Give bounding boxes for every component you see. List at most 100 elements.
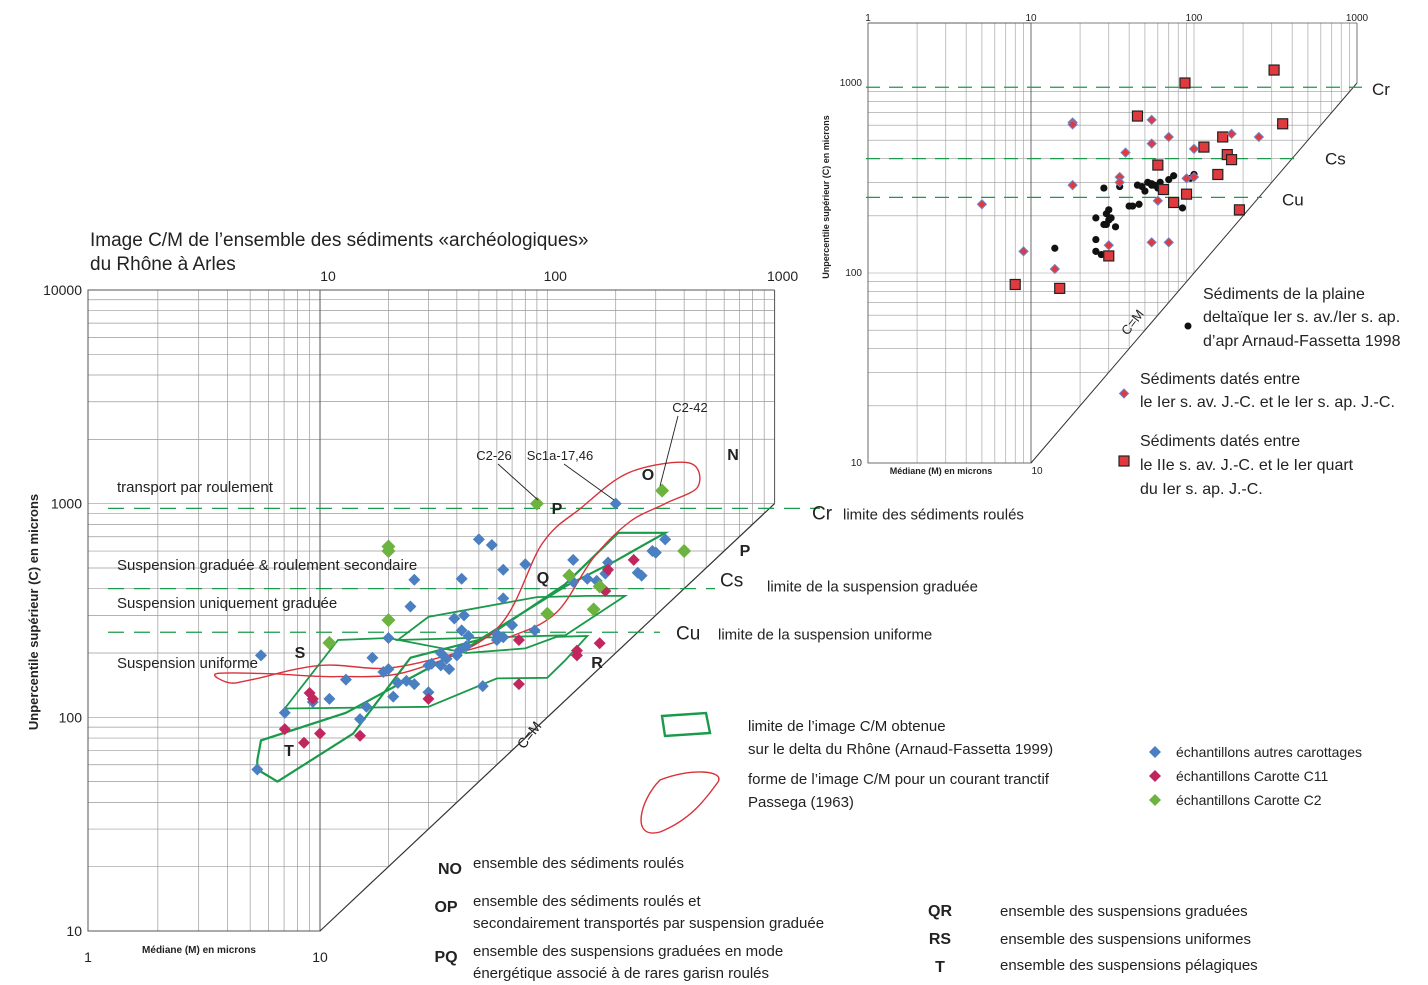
- inset-point-square: [1179, 77, 1191, 89]
- inset-series: [976, 64, 1289, 294]
- inset-point-diamond: [1146, 114, 1157, 126]
- data-point: [381, 539, 396, 554]
- limit-code-Cu: Cu: [676, 623, 700, 644]
- data-point: [455, 624, 468, 637]
- inset-point-black: [1107, 214, 1115, 222]
- zone-letter: T: [284, 743, 294, 760]
- inset-x-tick: 100: [1186, 13, 1203, 24]
- y-axis-label: Unpercentile supérieur (C) en microns: [26, 494, 41, 730]
- inset-point-square: [1268, 64, 1280, 76]
- data-point: [314, 727, 326, 740]
- limit-desc-Cu: limite de la suspension uniforme: [718, 626, 932, 643]
- inset-legend-text: Sédiments datés entre: [1140, 371, 1300, 388]
- key-code: NO: [438, 861, 462, 878]
- data-point: [655, 483, 670, 498]
- inset-legend-text: Sédiments datés entre: [1140, 433, 1300, 450]
- zone-label: Suspension uniforme: [117, 655, 258, 672]
- point-annotation: C2-42: [672, 400, 707, 415]
- data-point: [455, 572, 468, 585]
- series-1: [278, 553, 640, 749]
- inset-point-black: [1141, 187, 1149, 195]
- inset-x-tick-bottom: 10: [1031, 466, 1043, 477]
- inset-x-tick: 1: [865, 13, 871, 24]
- inset-point-diamond: [976, 199, 988, 210]
- data-point: [506, 619, 519, 632]
- data-point: [278, 706, 291, 719]
- data-point: [323, 692, 336, 705]
- key-desc: ensemble des sédiments roulés: [473, 855, 684, 872]
- inset-y-label: Unpercentile supérieur (C) en microns: [821, 115, 831, 279]
- data-point: [387, 690, 400, 703]
- inset-point-black: [1170, 172, 1178, 180]
- annotation-leader: [497, 463, 539, 501]
- key-code: PQ: [434, 949, 457, 966]
- key-code: T: [935, 959, 945, 976]
- legend-marker: [1149, 794, 1161, 806]
- inset-point-diamond: [1120, 147, 1131, 158]
- data-point: [339, 673, 352, 686]
- data-point: [408, 678, 421, 691]
- data-point: [354, 729, 367, 742]
- data-point: [635, 569, 648, 582]
- data-point: [485, 539, 498, 552]
- inset-point-black: [1097, 250, 1105, 259]
- data-point: [425, 657, 438, 670]
- legend-series-name: échantillons Carotte C11: [1176, 768, 1328, 784]
- data-point: [627, 553, 640, 566]
- x-tick-top-label: 100: [544, 268, 568, 284]
- inset-x-label: Médiane (M) en microns: [890, 466, 993, 476]
- limit-code-Cs: Cs: [720, 571, 743, 592]
- legend-red-text: Passega (1963): [748, 794, 854, 811]
- data-point: [460, 640, 473, 653]
- series-0: [251, 497, 672, 776]
- inset-point-square: [1054, 282, 1066, 294]
- inset-legend-marker-diamond: [1118, 388, 1130, 399]
- inset-point-diamond: [1103, 240, 1114, 251]
- data-point: [360, 700, 373, 713]
- chart-title-line2: du Rhône à Arles: [90, 254, 236, 275]
- data-point: [512, 633, 525, 646]
- key-desc: ensemble des suspensions graduées en mod…: [473, 943, 783, 960]
- limit-desc-Cr: limite des sédiments roulés: [843, 506, 1024, 523]
- inset-x-tick: 10: [1025, 13, 1037, 24]
- data-point: [519, 558, 532, 571]
- inset-point-black: [1100, 184, 1108, 192]
- data-point: [457, 609, 470, 622]
- legend-marker: [1149, 746, 1161, 758]
- data-point: [382, 663, 395, 676]
- diag-label: C=M: [514, 718, 545, 751]
- inset-point-square: [1103, 250, 1115, 262]
- inset-point-square: [1157, 183, 1170, 196]
- data-point: [540, 606, 555, 621]
- inset-limit-code: Cu: [1282, 190, 1304, 209]
- zone-letter: P: [740, 543, 751, 560]
- inset-point-black: [1092, 214, 1100, 222]
- data-point: [609, 497, 622, 510]
- inset-point-black: [1135, 200, 1143, 208]
- legend-red-text: forme de l’image C/M pour un courant tra…: [748, 771, 1050, 788]
- data-point: [659, 533, 672, 546]
- legend-green-text: limite de l’image C/M obtenue: [748, 718, 946, 735]
- data-point: [448, 612, 461, 625]
- inset-point-square: [1217, 131, 1229, 143]
- data-point: [497, 563, 510, 576]
- data-point: [581, 572, 594, 585]
- diagonal-cm: [319, 503, 776, 932]
- inset-point-black: [1105, 206, 1113, 214]
- data-point: [440, 652, 453, 665]
- data-point: [306, 692, 319, 705]
- chart-title: Image C/M de l’ensemble des sédiments «a…: [90, 230, 589, 251]
- y-tick-label: 100: [59, 709, 83, 725]
- data-point: [528, 624, 541, 637]
- inset-point-black: [1165, 176, 1173, 184]
- zone-letter: O: [642, 467, 654, 484]
- data-point: [254, 649, 267, 662]
- inset-point-diamond: [1226, 128, 1237, 140]
- data-point: [322, 635, 337, 650]
- legend-green-swatch: [660, 711, 712, 738]
- inset-point-square: [1225, 154, 1238, 166]
- legend-series-name: échantillons Carotte C2: [1176, 792, 1322, 808]
- inset-limit-code: Cr: [1372, 80, 1390, 99]
